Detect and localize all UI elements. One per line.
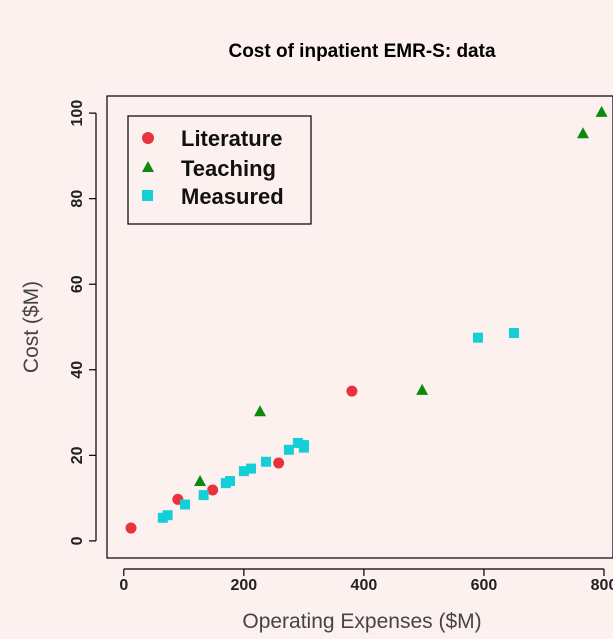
legend: Literature Teaching Measured <box>127 115 312 225</box>
point-literature <box>207 484 219 496</box>
point-literature <box>273 457 285 469</box>
y-axis: 0 20 40 60 80 100 <box>69 100 97 545</box>
point-measured <box>292 437 303 448</box>
x-tick-label: 600 <box>471 577 498 594</box>
x-axis: 0 200 400 600 800 <box>119 568 613 594</box>
point-teaching <box>416 383 429 395</box>
plot-area-border <box>106 95 613 559</box>
legend-marker-measured <box>142 190 153 201</box>
legend-label-literature: Literature <box>181 126 282 151</box>
y-tick-label: 20 <box>69 446 86 464</box>
point-teaching <box>576 127 589 139</box>
y-axis-label: Cost ($M) <box>20 281 43 373</box>
legend-marker-teaching <box>142 161 154 172</box>
point-teaching <box>194 475 207 486</box>
point-teaching <box>595 105 608 117</box>
data-points <box>125 105 608 534</box>
point-measured <box>225 476 236 486</box>
y-tick-label: 40 <box>69 361 86 379</box>
legend-marker-literature <box>142 132 154 144</box>
point-literature <box>125 522 137 534</box>
point-measured <box>162 510 173 521</box>
point-measured <box>298 442 309 453</box>
point-measured <box>508 327 519 338</box>
point-measured <box>180 499 191 510</box>
x-tick-label: 400 <box>351 577 378 594</box>
y-tick-label: 100 <box>69 100 86 127</box>
y-tick-label: 0 <box>69 536 86 545</box>
legend-label-teaching: Teaching <box>181 156 276 181</box>
x-tick-label: 200 <box>231 577 258 594</box>
point-measured <box>198 490 209 501</box>
chart-title: Cost of inpatient EMR-S: data <box>228 41 495 62</box>
point-measured <box>261 456 272 467</box>
point-measured <box>472 332 483 343</box>
y-tick-label: 60 <box>69 275 86 293</box>
x-tick-label: 0 <box>119 577 128 594</box>
point-teaching <box>254 405 267 417</box>
point-measured <box>246 463 257 474</box>
point-measured <box>238 466 249 477</box>
y-tick-label: 80 <box>69 190 86 208</box>
x-axis-label: Operating Expenses ($M) <box>242 610 481 633</box>
point-literature <box>346 385 358 397</box>
point-measured <box>283 444 294 455</box>
legend-box <box>127 115 312 225</box>
legend-label-measured: Measured <box>181 184 284 209</box>
x-tick-label: 800 <box>591 577 613 594</box>
